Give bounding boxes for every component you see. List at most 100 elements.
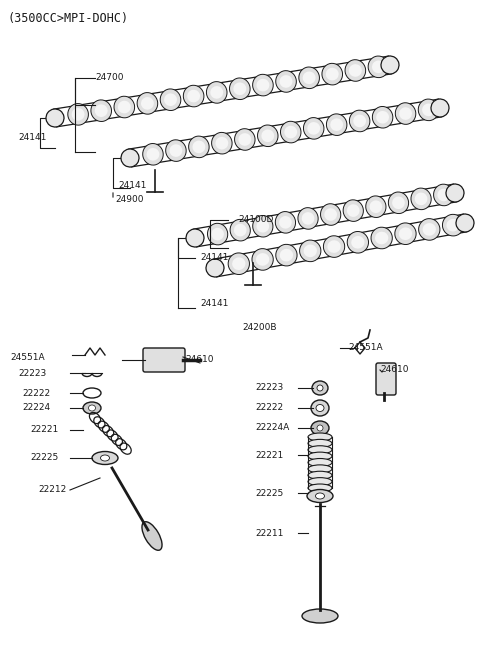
Ellipse shape [92,451,118,464]
Ellipse shape [308,465,332,473]
Ellipse shape [317,425,323,431]
Ellipse shape [211,228,224,240]
Ellipse shape [186,229,204,247]
Ellipse shape [415,193,427,205]
Ellipse shape [411,188,431,210]
Text: 22212: 22212 [38,485,66,495]
Text: 22224: 22224 [22,403,50,413]
Ellipse shape [347,231,369,253]
Ellipse shape [258,125,278,147]
Text: 22224A: 22224A [255,424,289,432]
Ellipse shape [396,103,416,124]
Text: 22221: 22221 [255,451,283,460]
Ellipse shape [443,214,464,236]
Ellipse shape [121,149,139,167]
Ellipse shape [446,219,460,231]
Ellipse shape [308,440,332,447]
Ellipse shape [311,400,329,416]
Ellipse shape [431,99,449,117]
Ellipse shape [376,111,389,124]
Ellipse shape [303,71,315,84]
Ellipse shape [239,133,251,146]
Ellipse shape [233,83,246,95]
Ellipse shape [164,94,177,106]
Ellipse shape [308,458,332,466]
Ellipse shape [326,114,347,136]
Text: 24551A: 24551A [10,354,45,362]
Ellipse shape [343,200,363,221]
Ellipse shape [437,189,450,201]
Ellipse shape [189,136,209,158]
Ellipse shape [351,236,364,249]
Ellipse shape [324,236,345,257]
Ellipse shape [141,97,154,109]
Ellipse shape [372,60,385,73]
Ellipse shape [324,208,337,221]
Ellipse shape [317,385,323,391]
Ellipse shape [423,223,436,236]
Ellipse shape [280,121,301,143]
Ellipse shape [330,119,343,131]
Ellipse shape [276,244,297,266]
Ellipse shape [234,224,247,236]
Ellipse shape [308,471,332,479]
Ellipse shape [300,240,321,261]
Ellipse shape [371,227,392,249]
Text: 24141: 24141 [18,134,47,143]
Ellipse shape [279,216,292,229]
Text: 24700: 24700 [95,73,123,83]
Ellipse shape [312,381,328,395]
Ellipse shape [399,227,412,240]
Ellipse shape [252,74,273,96]
Ellipse shape [183,85,204,107]
Ellipse shape [143,143,163,165]
Text: 24551A: 24551A [348,343,383,352]
Ellipse shape [118,101,131,113]
Ellipse shape [262,130,274,142]
Ellipse shape [446,184,464,202]
Ellipse shape [46,109,64,127]
Ellipse shape [308,452,332,460]
Text: (3500CC>MPI-DOHC): (3500CC>MPI-DOHC) [8,12,129,25]
Ellipse shape [95,104,108,117]
Ellipse shape [210,86,223,99]
Text: 22221: 22221 [30,426,58,434]
Ellipse shape [419,219,440,240]
Ellipse shape [433,184,454,206]
Ellipse shape [256,253,269,266]
Ellipse shape [252,215,273,237]
Ellipse shape [456,214,474,232]
Ellipse shape [83,402,101,414]
Ellipse shape [256,220,269,233]
Text: 22223: 22223 [255,383,283,392]
Ellipse shape [302,609,338,623]
Ellipse shape [160,89,181,111]
Ellipse shape [280,249,293,261]
Text: 24141: 24141 [118,181,146,189]
Ellipse shape [372,107,393,128]
Ellipse shape [252,249,273,271]
Ellipse shape [280,75,292,88]
Text: 22223: 22223 [18,369,46,377]
Text: 22222: 22222 [255,403,283,413]
Ellipse shape [422,103,435,116]
Ellipse shape [142,522,162,550]
Ellipse shape [230,219,251,241]
Ellipse shape [381,56,399,74]
Ellipse shape [91,100,111,121]
Ellipse shape [308,446,332,454]
Ellipse shape [345,60,366,81]
Ellipse shape [302,212,314,225]
Ellipse shape [207,223,228,245]
Ellipse shape [166,140,186,161]
Text: 22211: 22211 [255,529,283,538]
Ellipse shape [256,79,269,92]
Ellipse shape [307,122,320,135]
Ellipse shape [235,128,255,150]
Ellipse shape [368,56,389,77]
Text: 24900: 24900 [115,195,144,204]
Ellipse shape [392,196,405,209]
Ellipse shape [388,192,408,214]
Ellipse shape [308,484,332,492]
Ellipse shape [212,132,232,154]
